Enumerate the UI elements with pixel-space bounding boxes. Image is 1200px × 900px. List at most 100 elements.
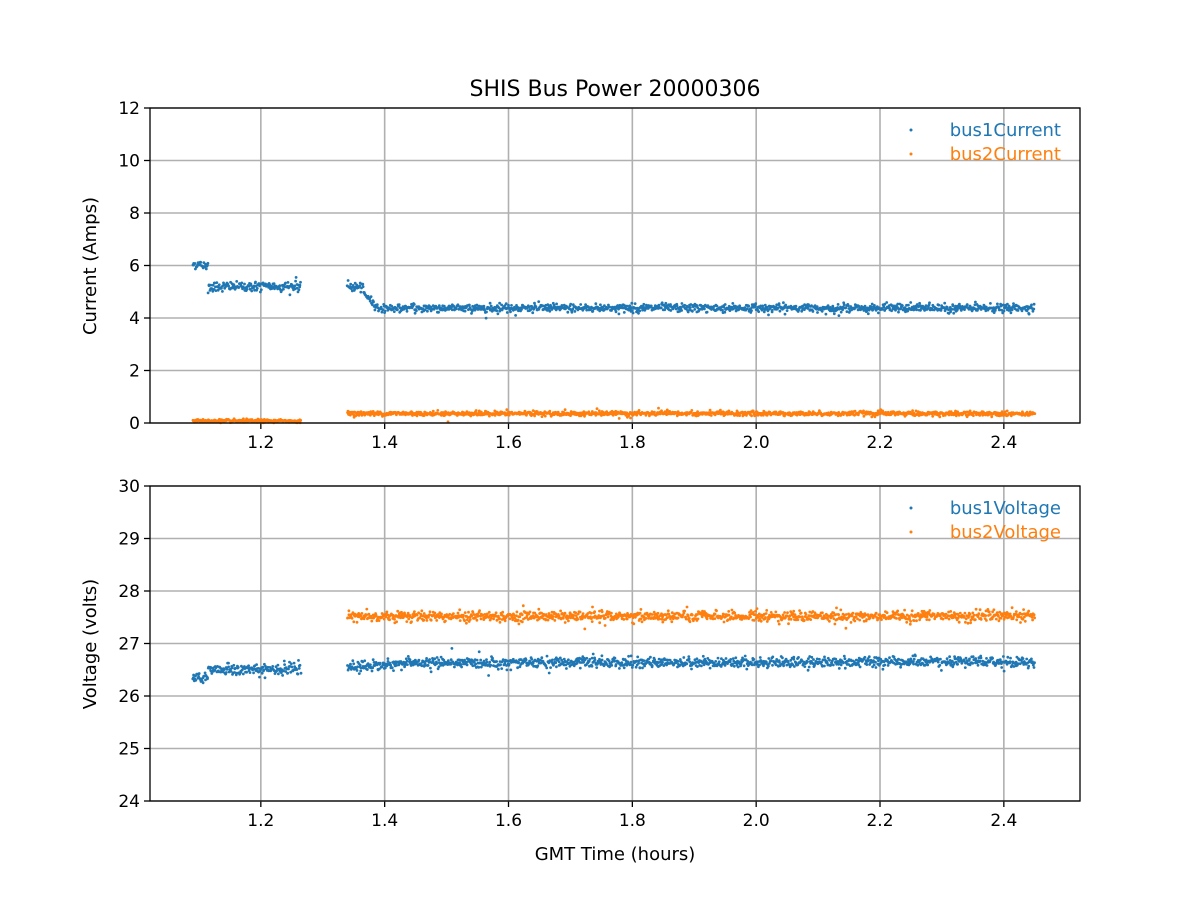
data-point <box>949 310 952 314</box>
data-point <box>295 286 299 290</box>
data-point <box>752 658 756 661</box>
data-point <box>539 661 543 665</box>
data-point <box>659 660 662 664</box>
data-point <box>390 666 394 670</box>
data-point <box>618 667 621 670</box>
data-point <box>774 305 778 309</box>
data-point <box>375 663 379 667</box>
data-point <box>594 302 598 306</box>
data-point <box>553 619 557 622</box>
data-point <box>412 303 416 306</box>
data-point <box>495 309 499 313</box>
data-point <box>422 618 426 622</box>
data-point <box>428 610 432 614</box>
data-point <box>1009 656 1012 660</box>
data-point <box>515 610 519 614</box>
data-point <box>390 304 394 308</box>
data-point <box>373 308 377 312</box>
data-point <box>437 304 441 308</box>
data-point <box>429 666 432 670</box>
data-point <box>406 663 409 666</box>
data-point <box>255 287 259 290</box>
data-point <box>813 304 817 308</box>
data-point <box>404 304 407 308</box>
y-tick-label: 29 <box>118 530 140 550</box>
x-tick-label: 1.4 <box>371 433 398 453</box>
data-point <box>463 619 466 623</box>
data-point <box>247 664 251 668</box>
data-point <box>901 304 904 307</box>
data-point <box>428 658 431 661</box>
data-point <box>649 304 653 308</box>
data-point <box>763 303 767 307</box>
data-point <box>867 655 871 659</box>
data-point <box>743 654 747 658</box>
data-point <box>383 309 387 313</box>
data-point <box>365 607 369 611</box>
data-point <box>908 662 912 666</box>
data-point <box>543 414 547 418</box>
data-point <box>629 654 633 658</box>
data-point <box>197 675 201 679</box>
data-point <box>240 281 244 285</box>
data-point <box>771 655 775 659</box>
data-point <box>947 661 951 665</box>
data-point <box>670 620 674 624</box>
data-point <box>614 310 618 314</box>
data-point <box>756 662 759 666</box>
data-point <box>842 654 846 658</box>
data-point <box>282 669 285 673</box>
data-point <box>652 610 656 614</box>
data-point <box>738 414 741 417</box>
data-point <box>392 310 396 313</box>
data-point <box>789 659 793 662</box>
data-point <box>1016 309 1020 312</box>
data-point <box>683 303 687 307</box>
data-point <box>974 300 977 304</box>
data-point <box>590 664 594 668</box>
data-point <box>689 306 692 309</box>
data-point <box>1032 666 1036 669</box>
data-point <box>450 308 454 312</box>
data-point <box>843 666 847 670</box>
data-point <box>259 288 263 292</box>
data-point <box>593 610 597 614</box>
data-point <box>415 414 419 418</box>
data-point <box>245 670 249 674</box>
data-point <box>580 617 584 621</box>
data-point <box>544 618 548 622</box>
data-point <box>636 655 640 659</box>
data-point <box>243 282 246 286</box>
data-point <box>500 303 503 307</box>
data-point <box>660 617 664 621</box>
data-point <box>534 305 538 309</box>
data-point <box>255 663 258 666</box>
data-point <box>865 663 869 666</box>
data-point <box>977 656 981 660</box>
data-point <box>831 663 835 667</box>
data-point <box>346 279 350 282</box>
data-point <box>837 662 841 666</box>
data-point <box>284 670 287 673</box>
data-point <box>964 656 968 660</box>
data-point <box>516 666 519 670</box>
data-point <box>554 661 558 665</box>
data-point <box>456 611 460 615</box>
data-point <box>582 660 585 664</box>
data-point <box>747 304 751 308</box>
data-point <box>484 316 488 320</box>
data-point <box>674 307 678 311</box>
data-point <box>629 416 632 420</box>
data-point <box>687 617 691 620</box>
data-point <box>688 660 692 664</box>
data-point <box>909 301 913 304</box>
data-point <box>211 283 215 287</box>
data-point <box>836 303 840 306</box>
data-point <box>379 305 383 309</box>
data-point <box>467 658 471 661</box>
data-point <box>742 664 746 668</box>
data-point <box>871 665 874 669</box>
data-point <box>963 308 966 311</box>
data-point <box>559 609 562 613</box>
data-point <box>514 314 517 317</box>
